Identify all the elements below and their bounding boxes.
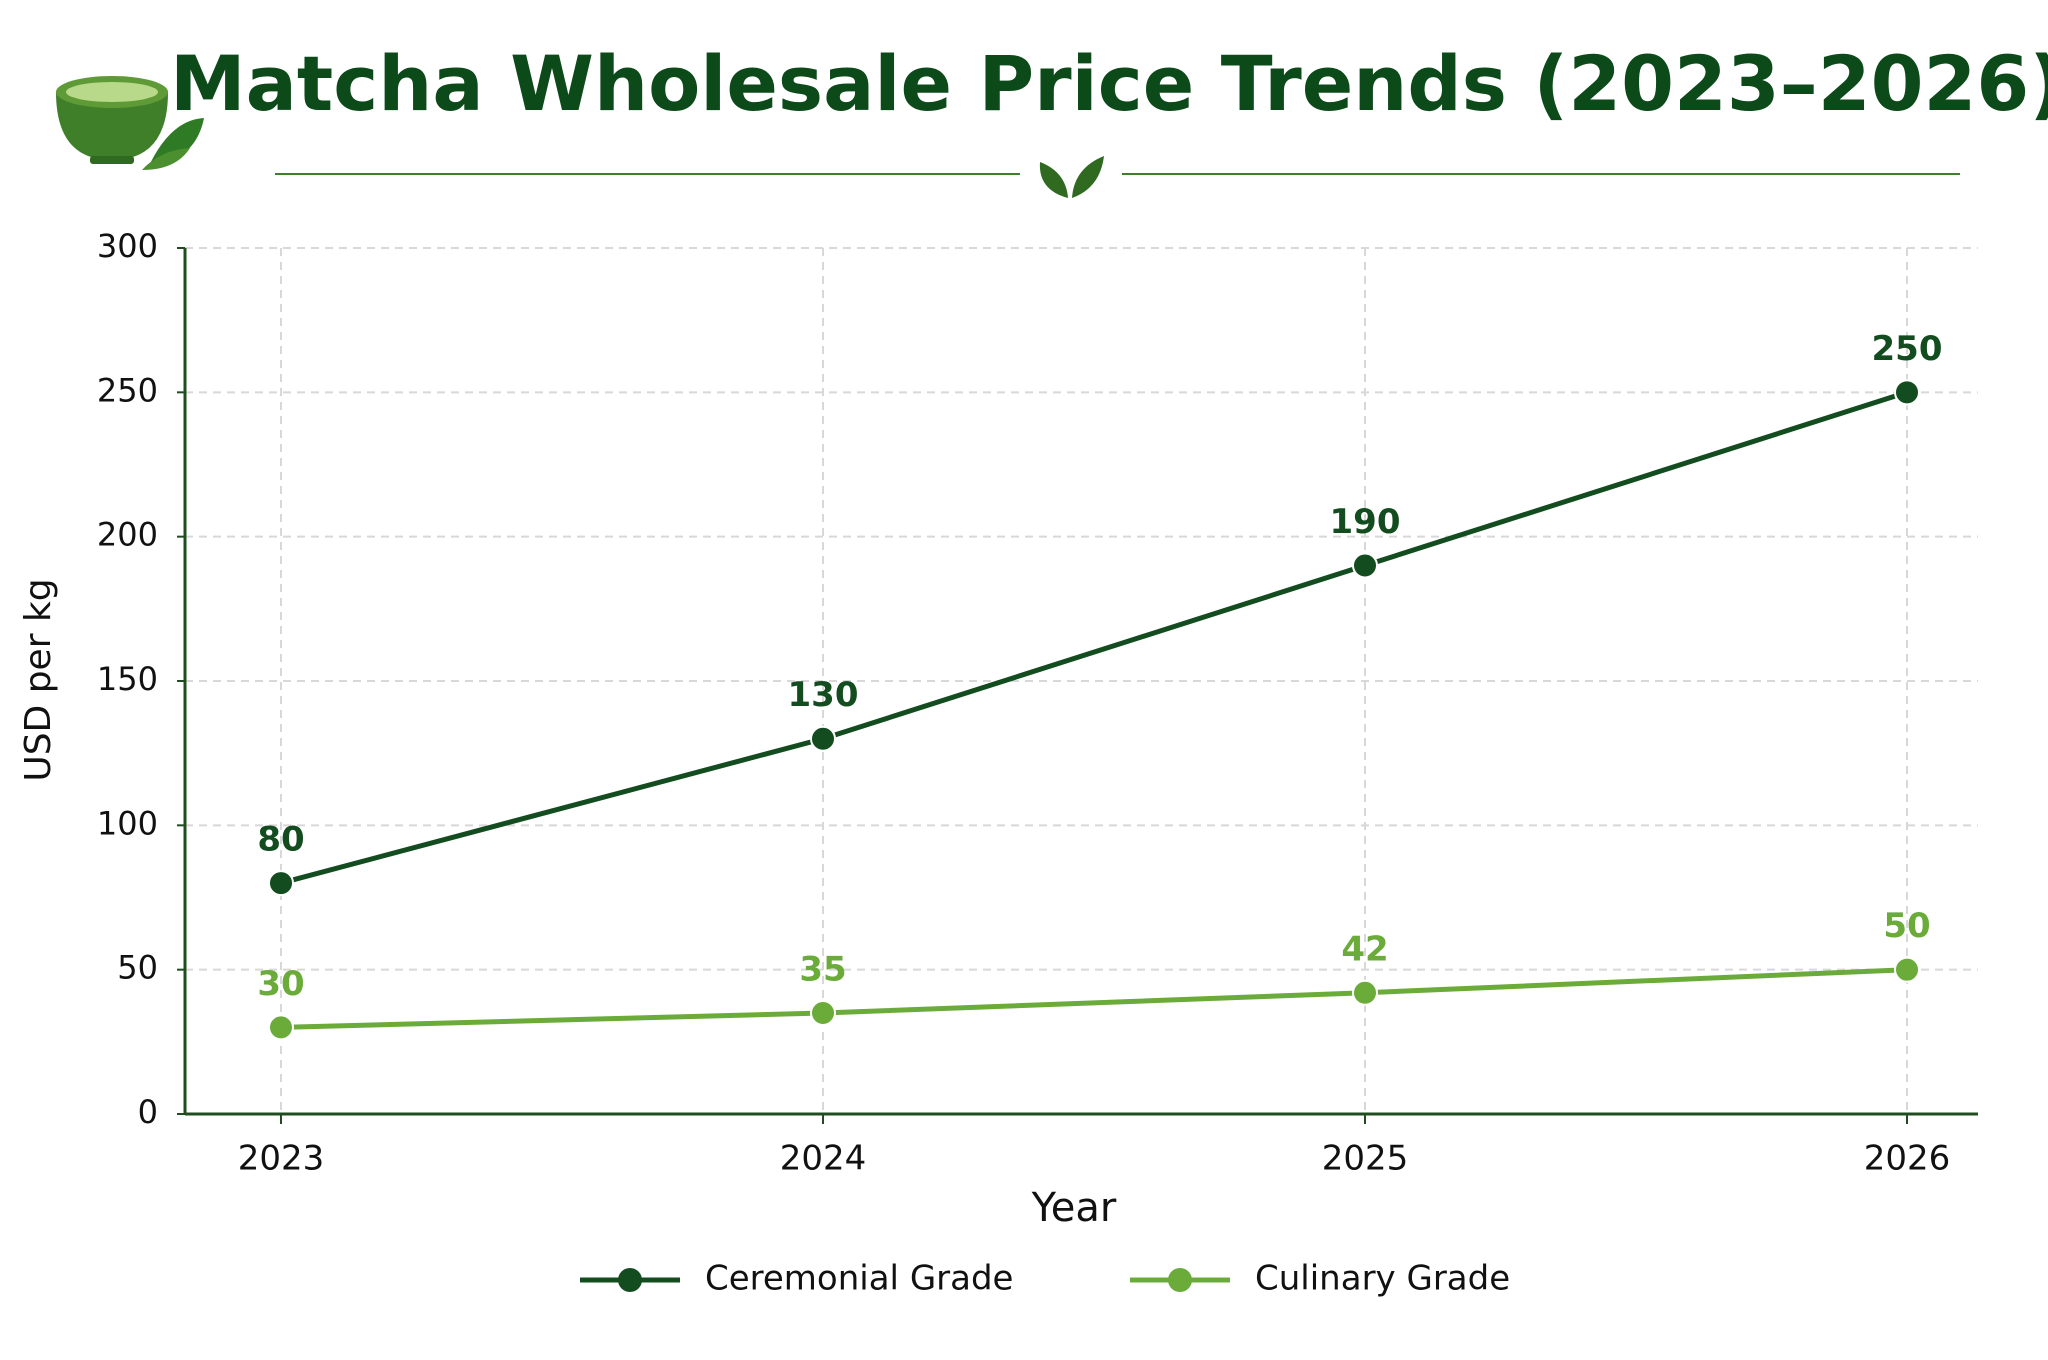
point [810,999,836,1026]
data-label: 80 [257,820,304,860]
y-tick-label: 150 [97,660,158,698]
point [268,1014,294,1041]
x-tick-label: 2025 [1322,1139,1409,1179]
bowl-icon [56,76,204,170]
data-label: 50 [1883,906,1930,946]
y-tick-label: 300 [97,227,158,265]
data-label: 35 [799,949,846,989]
data-label: 250 [1872,329,1943,369]
series-line [280,967,1908,1030]
y-tick-label: 200 [97,516,158,554]
x-tick-label: 2026 [1864,1139,1951,1179]
data-label: 130 [788,675,859,715]
divider-leaf [1039,156,1104,198]
legend-marker [618,1268,642,1292]
data-label: 42 [1341,929,1388,969]
point [268,870,294,897]
legend-label: Ceremonial Grade [705,1259,1013,1299]
legend-marker [1168,1268,1192,1292]
point [1894,379,1920,406]
point [1894,956,1920,983]
point [810,725,836,752]
series-line [280,389,1908,886]
y-tick-label: 100 [97,804,158,842]
y-tick-label: 50 [117,949,158,987]
y-tick-label: 250 [97,371,158,409]
data-label: 190 [1330,502,1401,542]
y-axis-label: USD per kg [18,578,59,781]
data-label: 30 [257,964,304,1004]
point [1352,979,1378,1006]
x-tick-label: 2024 [780,1139,867,1179]
point [1352,552,1378,579]
x-axis-label: Year [1031,1185,1117,1231]
chart-title: Matcha Wholesale Price Trends (2023–2026… [170,39,2048,128]
y-tick-label: 0 [138,1093,158,1131]
x-tick-label: 2023 [238,1139,325,1179]
legend-label: Culinary Grade [1255,1259,1510,1299]
